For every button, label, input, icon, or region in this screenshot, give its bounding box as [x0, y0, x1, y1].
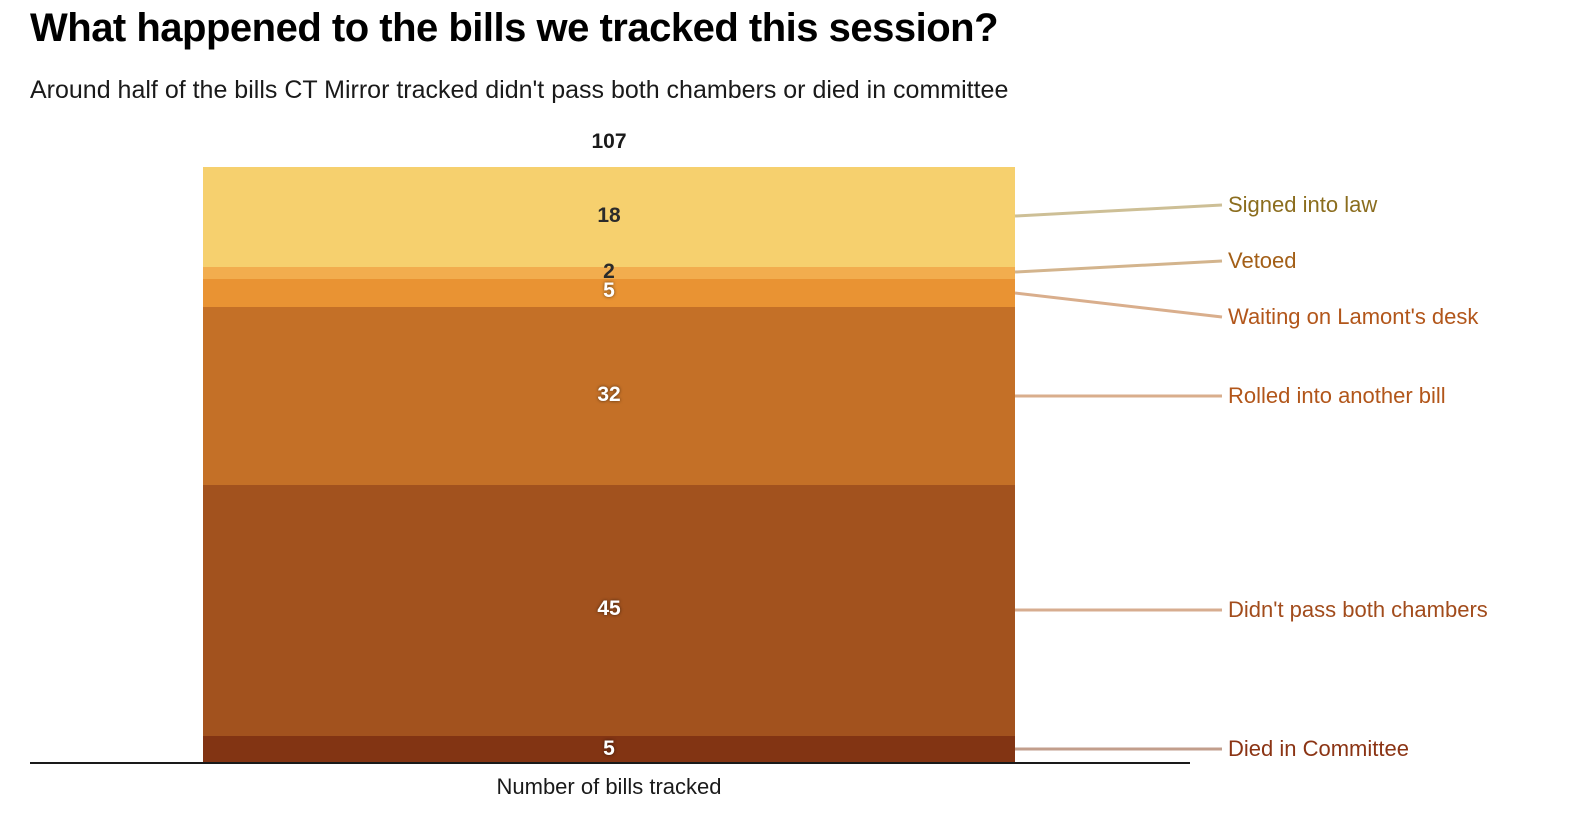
segment-didnt-pass-both-chambers[interactable]: 45 [203, 485, 1015, 736]
segment-value: 5 [603, 279, 615, 302]
segment-value: 45 [597, 597, 621, 620]
leader-line-waiting-on-lamonts-desk [1014, 291, 1223, 319]
segment-signed-into-law[interactable]: 18 [203, 167, 1015, 267]
segment-value: 18 [597, 204, 621, 227]
segment-rolled-into-another-bill[interactable]: 32 [203, 307, 1015, 485]
bar-total-label: 107 [591, 130, 627, 153]
label-waiting-on-lamonts-desk: Waiting on Lamont's desk [1228, 304, 1479, 329]
segment-waiting-on-lamonts-desk[interactable]: 5 [203, 279, 1015, 307]
segment-value: 32 [597, 383, 621, 406]
segment-vetoed[interactable]: 2 [203, 260, 1015, 283]
leader-line-vetoed [1014, 259, 1223, 274]
segment-value: 5 [603, 737, 615, 760]
label-didnt-pass-both-chambers: Didn't pass both chambers [1228, 597, 1488, 622]
label-died-in-committee: Died in Committee [1228, 736, 1409, 761]
segment-value: 2 [603, 260, 615, 283]
x-axis-baseline [30, 762, 1190, 764]
chart-subtitle: Around half of the bills CT Mirror track… [30, 76, 1009, 104]
label-signed-into-law: Signed into law [1228, 192, 1378, 217]
chart-title: What happened to the bills we tracked th… [30, 6, 999, 50]
label-rolled-into-another-bill: Rolled into another bill [1228, 383, 1446, 408]
label-vetoed: Vetoed [1228, 248, 1297, 273]
x-axis-label: Number of bills tracked [496, 774, 722, 799]
segment-died-in-committee[interactable]: 5 [203, 736, 1015, 763]
stacked-bar: 18 2 5 32 45 5 [203, 167, 1015, 763]
leader-line-signed-into-law [1014, 203, 1223, 218]
